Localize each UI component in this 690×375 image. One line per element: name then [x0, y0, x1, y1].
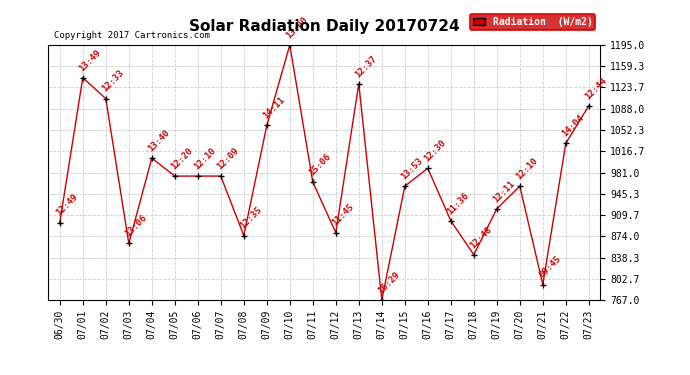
Legend: Radiation  (W/m2): Radiation (W/m2) — [471, 14, 595, 30]
Text: 12:49: 12:49 — [55, 192, 80, 218]
Text: 11:45: 11:45 — [331, 202, 356, 228]
Text: 09:45: 09:45 — [538, 254, 563, 280]
Text: 13:53: 13:53 — [400, 156, 425, 182]
Text: 14:04: 14:04 — [560, 113, 586, 138]
Text: 14:11: 14:11 — [262, 95, 287, 121]
Text: 12:30: 12:30 — [422, 138, 448, 164]
Text: 12:09: 12:09 — [215, 146, 241, 171]
Text: 12:37: 12:37 — [353, 54, 379, 79]
Text: Solar Radiation Daily 20170724: Solar Radiation Daily 20170724 — [189, 19, 460, 34]
Text: 12:44: 12:44 — [584, 76, 609, 101]
Text: 12:33: 12:33 — [101, 69, 126, 94]
Text: 12:10: 12:10 — [515, 156, 540, 182]
Text: 13:40: 13:40 — [146, 128, 172, 153]
Text: 13:06: 13:06 — [124, 213, 149, 238]
Text: Copyright 2017 Cartronics.com: Copyright 2017 Cartronics.com — [54, 31, 210, 40]
Text: 12:35: 12:35 — [239, 206, 264, 231]
Text: 16:29: 16:29 — [377, 270, 402, 295]
Text: 11:36: 11:36 — [446, 190, 471, 216]
Text: 13:49: 13:49 — [77, 48, 103, 73]
Text: 13:00: 13:00 — [284, 15, 310, 40]
Text: 15:06: 15:06 — [308, 152, 333, 177]
Text: 12:20: 12:20 — [170, 146, 195, 171]
Text: 12:11: 12:11 — [491, 179, 517, 204]
Text: 12:10: 12:10 — [193, 146, 218, 171]
Text: 12:48: 12:48 — [469, 225, 494, 250]
